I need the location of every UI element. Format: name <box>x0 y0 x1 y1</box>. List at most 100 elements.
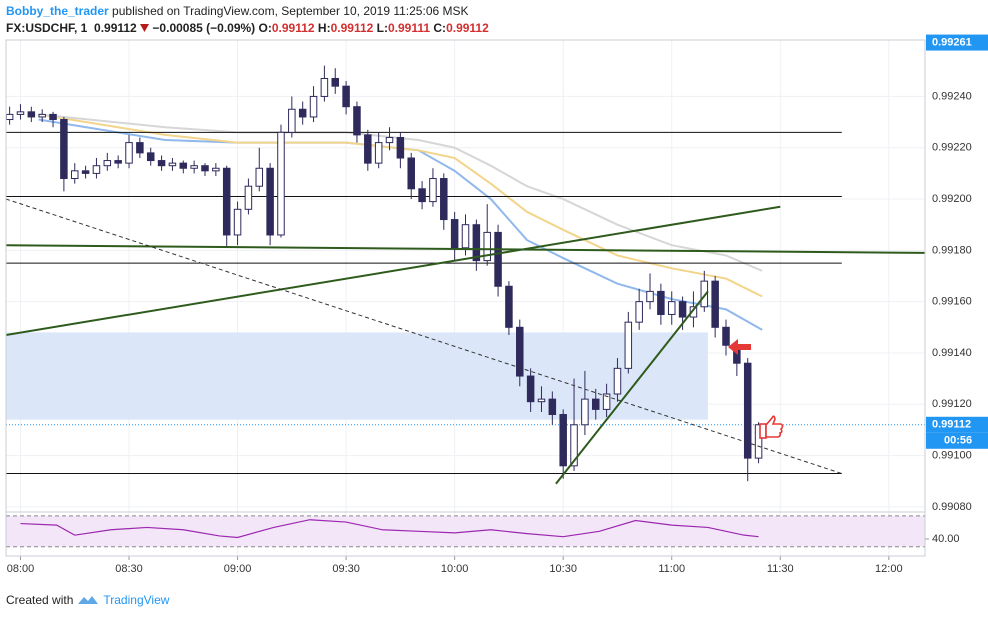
footer: Created with TradingView <box>6 593 169 607</box>
ohlc-label: L: <box>376 21 388 35</box>
candle-body <box>277 131 285 236</box>
ohlc-label: C: <box>433 21 447 35</box>
brand[interactable]: TradingView <box>103 593 170 607</box>
price-label-box <box>926 34 988 51</box>
ohlc-value: 0.99112 <box>271 21 315 35</box>
x-tick-label: 08:30 <box>115 563 143 575</box>
candle-body <box>60 119 68 180</box>
candle-body <box>418 188 426 203</box>
rsi-line <box>20 519 759 539</box>
candle-body <box>255 167 264 187</box>
candle-body <box>711 280 719 328</box>
candle-body <box>646 290 654 303</box>
candle-body <box>244 185 253 210</box>
candle-body <box>722 326 730 346</box>
y-tick-label: 0.99080 <box>932 501 972 513</box>
rsi-tick-label: 40.00 <box>932 533 960 545</box>
ohlc-value: 0.99112 <box>330 21 374 35</box>
x-tick-label: 11:00 <box>658 563 685 575</box>
candle-body <box>16 111 25 115</box>
candle-body <box>168 162 177 167</box>
countdown-box <box>926 432 988 449</box>
candle-body <box>309 95 318 118</box>
countdown: 00:56 <box>944 435 972 447</box>
candle-body <box>114 160 122 164</box>
zone <box>6 332 708 420</box>
candle-body <box>559 414 567 467</box>
candle-body <box>440 178 448 221</box>
candle-body <box>689 306 698 318</box>
candle-body <box>179 162 188 169</box>
candle-body <box>157 160 166 167</box>
candle-body <box>407 157 415 190</box>
candle-body <box>374 142 383 164</box>
candle-body <box>548 398 557 416</box>
candle-body <box>429 178 437 203</box>
price-label: 0.99112 <box>932 419 971 431</box>
y-tick-label: 0.99220 <box>932 142 972 154</box>
logo <box>78 596 99 604</box>
candle-body <box>125 142 133 164</box>
x-tick-label: 10:30 <box>549 563 577 575</box>
candle-body <box>38 113 46 118</box>
change: −0.00085 (−0.09%) <box>152 21 256 35</box>
price-label: 0.99261 <box>932 36 972 48</box>
candle-body <box>396 136 405 159</box>
rsi-band <box>6 515 925 547</box>
candle-body <box>146 152 155 162</box>
candle-body <box>537 398 546 403</box>
candle-body <box>136 142 144 154</box>
candle-body <box>70 170 79 180</box>
moving-average <box>38 113 763 298</box>
candle-body <box>472 224 481 262</box>
candle-body <box>635 301 643 323</box>
candle-body <box>570 424 578 467</box>
candle-body <box>233 208 242 236</box>
candle-body <box>678 301 687 318</box>
red-arrow <box>728 339 751 355</box>
symbol-line: FX:USDCHF, 1 0.99112 −0.00085 (−0.09%) O… <box>6 21 489 35</box>
candle-body <box>526 375 535 403</box>
candle-body <box>353 106 361 136</box>
down-arrow <box>140 24 150 32</box>
candle-body <box>591 398 600 410</box>
candle-body <box>342 85 350 108</box>
y-tick-label: 0.99100 <box>932 449 972 461</box>
candle-body <box>81 170 90 174</box>
candle-body <box>505 285 513 328</box>
x-tick-label: 09:00 <box>224 563 252 575</box>
candle-body <box>450 219 459 249</box>
x-tick-label: 10:00 <box>441 563 469 575</box>
candle-body <box>27 111 36 118</box>
candle-body <box>190 165 198 169</box>
header-line: Bobby_the_trader published on TradingVie… <box>6 4 469 18</box>
price-label-box <box>926 416 988 433</box>
candle-body <box>288 108 296 133</box>
price: 0.99112 <box>94 21 137 35</box>
candle-body <box>754 424 763 459</box>
frame <box>5 39 926 557</box>
trend-line <box>6 205 781 336</box>
candle-body <box>461 224 470 249</box>
candle-body <box>6 113 14 121</box>
candle-body <box>516 326 524 377</box>
candle-body <box>266 167 274 236</box>
candle-body <box>201 165 209 172</box>
candle-body <box>657 290 665 315</box>
x-tick-label: 09:30 <box>332 563 360 575</box>
footer-text: Created with <box>6 593 74 607</box>
author[interactable]: Bobby_the_trader <box>6 4 109 18</box>
candle-body <box>743 362 752 459</box>
candle-body <box>494 231 502 287</box>
candle-body <box>298 108 307 118</box>
y-tick-label: 0.99140 <box>932 347 972 359</box>
ohlc-label: O: <box>258 21 272 35</box>
x-tick-label: 08:00 <box>7 563 35 575</box>
candle-body <box>613 367 622 395</box>
y-tick-label: 0.99240 <box>932 90 972 102</box>
y-tick-label: 0.99180 <box>932 244 972 256</box>
candle-body <box>385 136 394 144</box>
trend-line <box>6 244 925 254</box>
ohlc-value: 0.99112 <box>446 21 489 35</box>
